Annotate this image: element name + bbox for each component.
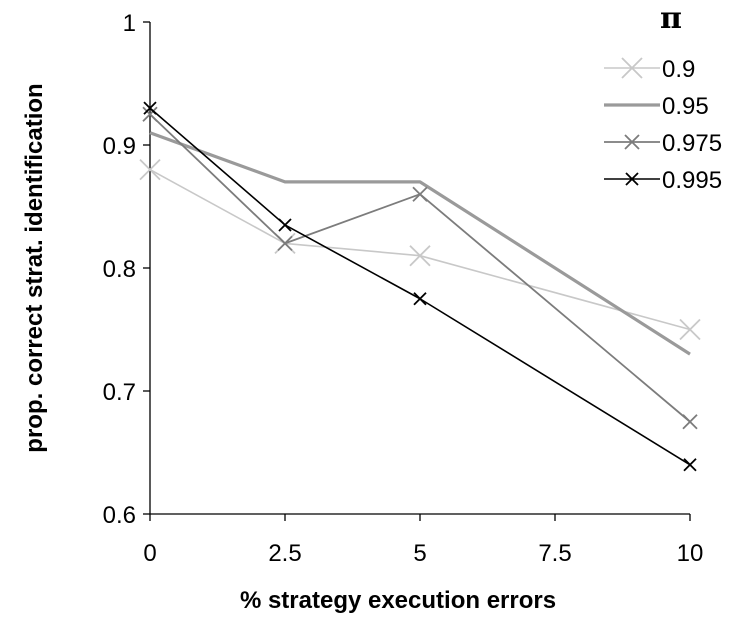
y-tick-label: 0.6	[103, 502, 136, 529]
legend-label: 0.975	[662, 130, 722, 157]
legend: π 0.9 0.95 0.975 0.995	[604, 1, 722, 194]
data-point-marker	[142, 106, 158, 122]
series-line	[149, 113, 691, 423]
legend-swatch-marker	[624, 134, 640, 150]
y-tick-label: 0.7	[103, 379, 136, 406]
data-point-marker	[679, 318, 701, 341]
legend-swatch-marker	[621, 57, 643, 79]
y-axis-title: prop. correct strat. identification	[21, 83, 48, 452]
data-point-marker	[278, 218, 292, 232]
y-tick-label: 1	[123, 10, 136, 37]
x-tick-label: 5	[413, 540, 426, 567]
series-0-995	[143, 101, 697, 472]
x-tick-label: 7.5	[538, 540, 571, 567]
data-point-marker	[143, 101, 157, 115]
series-0-95	[149, 131, 691, 356]
legend-entry-0-9: 0.9	[604, 56, 695, 83]
x-tick-label: 10	[677, 540, 704, 567]
series-line	[149, 131, 691, 356]
series-layer	[139, 101, 701, 472]
axes: 0.60.70.80.910 2.5 5 7.5 10% strategy execut…	[21, 10, 703, 614]
legend-swatch-marker	[625, 172, 639, 186]
series-line	[149, 168, 691, 331]
x-tick-label: 0	[143, 540, 156, 567]
data-point-marker	[413, 292, 427, 306]
y-tick-label: 0.8	[103, 256, 136, 283]
series-0-975	[142, 106, 698, 430]
data-point-marker	[683, 458, 697, 472]
legend-entry-0-95: 0.95	[604, 93, 709, 120]
legend-title: π	[660, 1, 682, 36]
legend-entry-0-975: 0.975	[604, 130, 722, 157]
legend-entry-0-995: 0.995	[604, 167, 722, 194]
y-tick-label: 0.9	[103, 133, 136, 160]
data-point-marker	[409, 245, 431, 267]
data-point-marker	[139, 158, 161, 181]
x-axis-title: % strategy execution errors	[240, 587, 556, 614]
data-point-marker	[277, 235, 293, 252]
data-point-marker	[682, 414, 698, 430]
series-0-9	[139, 158, 701, 341]
x-tick-label: 2.5	[268, 540, 301, 567]
data-point-marker	[412, 186, 428, 202]
legend-label: 0.9	[662, 56, 695, 83]
legend-label: 0.995	[662, 167, 722, 194]
legend-label: 0.95	[662, 93, 709, 120]
series-line	[149, 107, 691, 466]
